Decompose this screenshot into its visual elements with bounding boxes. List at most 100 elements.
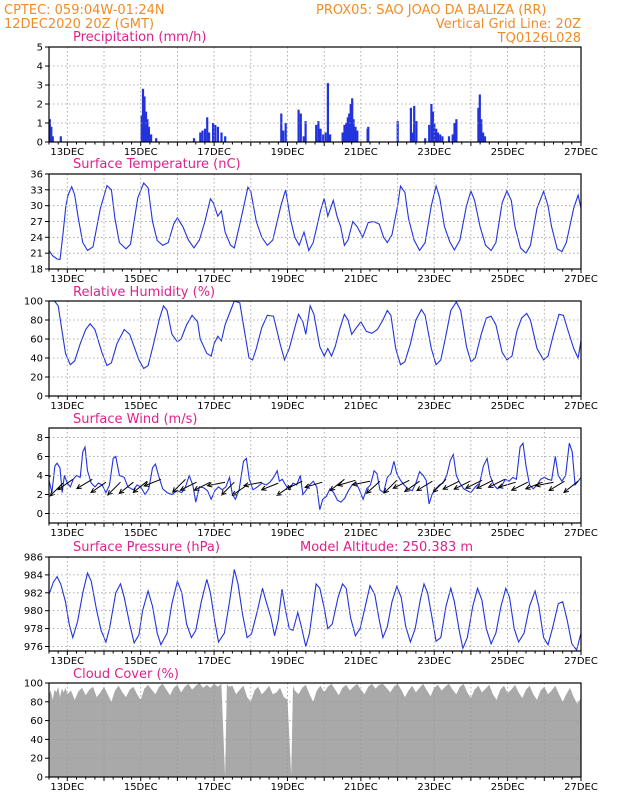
precip-bar (201, 130, 204, 142)
temp-date-label: 25DEC (491, 274, 525, 285)
wind-vector-head (75, 484, 82, 490)
wind-vector-head (392, 484, 399, 489)
wind-vector-head (231, 490, 238, 496)
precip-bar (428, 124, 431, 142)
cloud-ytick-label: 40 (30, 735, 43, 746)
precip-bar (424, 138, 427, 142)
header-vertical-grid-line: Vertical Grid Line: 20Z (436, 17, 581, 32)
precip-bar (208, 132, 211, 142)
rh-ytick-label: 40 (30, 354, 43, 365)
wind-vector (337, 479, 356, 486)
precip-bar (143, 96, 146, 142)
cloud-cover-area (49, 683, 581, 777)
wind-date-label: 27DEC (564, 528, 598, 539)
precip-bar (341, 132, 344, 142)
precip-bar (351, 98, 354, 142)
precip-bar (354, 126, 357, 142)
wind-vector-head (416, 485, 423, 492)
cloud-ytick-label: 100 (24, 679, 43, 690)
precip-bar (304, 121, 307, 142)
precip-bar (302, 136, 305, 142)
temp-date-label: 13DEC (50, 274, 84, 285)
wind-vector-head (487, 483, 494, 488)
precip-bar (216, 126, 219, 142)
precip-bar (319, 128, 322, 142)
precip-bar (59, 136, 62, 142)
wind-vector (442, 480, 460, 490)
wind-vector-head (206, 482, 213, 488)
wind-vector (276, 484, 293, 496)
wind-vector-head (329, 485, 336, 492)
wind-date-label: 23DEC (417, 528, 451, 539)
cloud-date-label: 19DEC (271, 782, 305, 793)
wind-vector (244, 481, 262, 487)
wind-vector-head (351, 481, 358, 487)
precip-bar (51, 136, 54, 142)
press-ytick-label: 982 (24, 588, 43, 599)
wind-vector (392, 479, 410, 489)
temp-data (49, 181, 581, 261)
rh-date-label: 19DEC (271, 401, 305, 412)
precip-bar (409, 107, 412, 142)
precip-bar (415, 121, 418, 142)
cloud-date-label: 21DEC (344, 782, 378, 793)
wind-vector-head (403, 486, 410, 493)
precip-bar (150, 134, 153, 142)
temp-ytick-label: 33 (30, 185, 43, 196)
precip-bar (345, 123, 348, 142)
rh-date-label: 17DEC (197, 401, 231, 412)
wind-ytick-label: 4 (37, 471, 43, 482)
wind-vector-head (143, 481, 150, 487)
wind-vector-head (57, 484, 64, 491)
precip-bar (477, 107, 480, 142)
wind-vector (535, 481, 554, 487)
temp-ytick-label: 18 (30, 265, 43, 276)
wind-vector (498, 481, 516, 488)
wind-vector (180, 481, 197, 491)
wind-vector (232, 484, 248, 496)
cloud-ytick-label: 60 (30, 716, 43, 727)
precip-bar (451, 134, 454, 142)
precip-bar (356, 130, 359, 142)
wind-vector (261, 482, 279, 491)
precip-date-label: 25DEC (491, 147, 525, 158)
wind-vector-head (464, 484, 471, 489)
precip-bar (343, 124, 346, 142)
precip-bar (297, 109, 300, 142)
wind-vector (90, 481, 107, 493)
wind-vector-head (475, 484, 482, 489)
precip-bar (453, 123, 456, 142)
wind-date-label: 13DEC (50, 528, 84, 539)
precip-bar (315, 124, 318, 142)
wind-vector (465, 479, 483, 489)
precip-bar (483, 136, 487, 142)
precip-bar (280, 113, 283, 142)
precip-bar (436, 132, 440, 142)
press-ytick-label: 978 (24, 624, 43, 635)
wind-ytick-label: 8 (37, 433, 43, 444)
wind-vector-head (442, 484, 449, 490)
precipitation-panel: Precipitation (mm/h) 0 1 2 3 4 5 13DEC 15DEC 17DE… (37, 30, 598, 158)
precip-ytick-label: 3 (37, 81, 43, 92)
wind-data (49, 441, 581, 510)
press-date-label: 27DEC (564, 656, 598, 667)
rh-date-label: 15DEC (124, 401, 158, 412)
wind-vector-head (497, 483, 504, 489)
precip-bar (352, 119, 355, 142)
wind-vector (416, 480, 433, 491)
precip-bar (431, 111, 434, 142)
precip-title: Precipitation (mm/h) (73, 30, 206, 45)
rh-ytick-label: 100 (24, 297, 43, 308)
wind-vector (221, 481, 235, 496)
rh-date-label: 13DEC (50, 401, 84, 412)
temp-date-label: 19DEC (271, 274, 305, 285)
cloud-title: Cloud Cover (%) (73, 667, 179, 682)
precip-bar (144, 111, 148, 142)
precip-bar (324, 132, 327, 142)
cloud-date-label: 13DEC (50, 782, 84, 793)
wind-vector-head (193, 485, 200, 491)
cloud-date-label: 17DEC (197, 782, 231, 793)
relative-humidity-panel: Relative Humidity (%) 0 20 40 60 80 100 13DEC 15… (24, 285, 598, 412)
wind-vector (525, 481, 543, 490)
press-date-label: 21DEC (344, 656, 378, 667)
